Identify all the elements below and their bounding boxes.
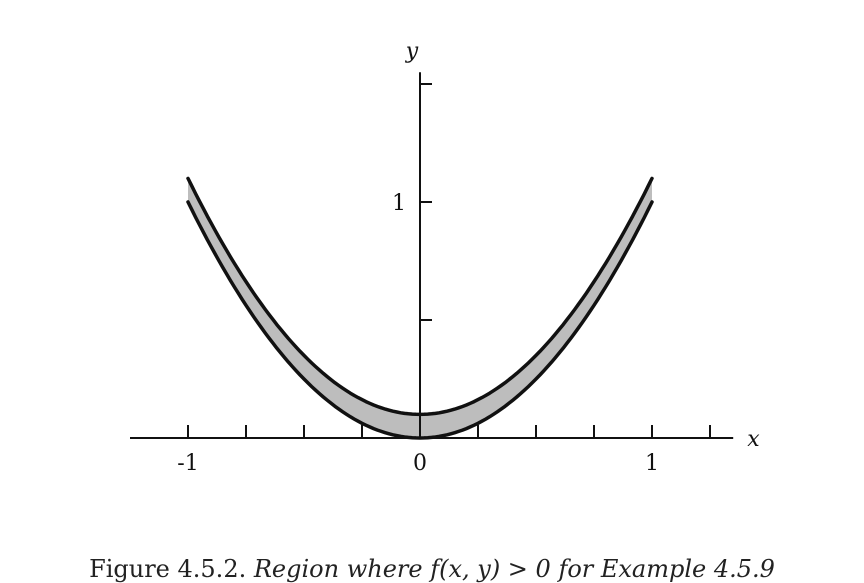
caption-text: Region where f(x, y) > 0 for Example 4.5… [253, 555, 775, 583]
chart-plot: -1 0 1 1 x y [130, 39, 760, 476]
y-tick-label: 1 [392, 191, 406, 216]
region-fill [188, 178, 652, 438]
x-axis-label: x [747, 427, 760, 452]
x-tick-label: 1 [645, 451, 659, 476]
x-tick-label: 0 [413, 451, 427, 476]
caption-label: Figure 4.5.2. [89, 555, 247, 583]
x-tick-label: -1 [177, 451, 198, 476]
figure-caption: Figure 4.5.2. Region where f(x, y) > 0 f… [0, 555, 864, 583]
axes-group: -1 0 1 1 x y [130, 39, 760, 476]
y-axis-label: y [405, 39, 419, 64]
